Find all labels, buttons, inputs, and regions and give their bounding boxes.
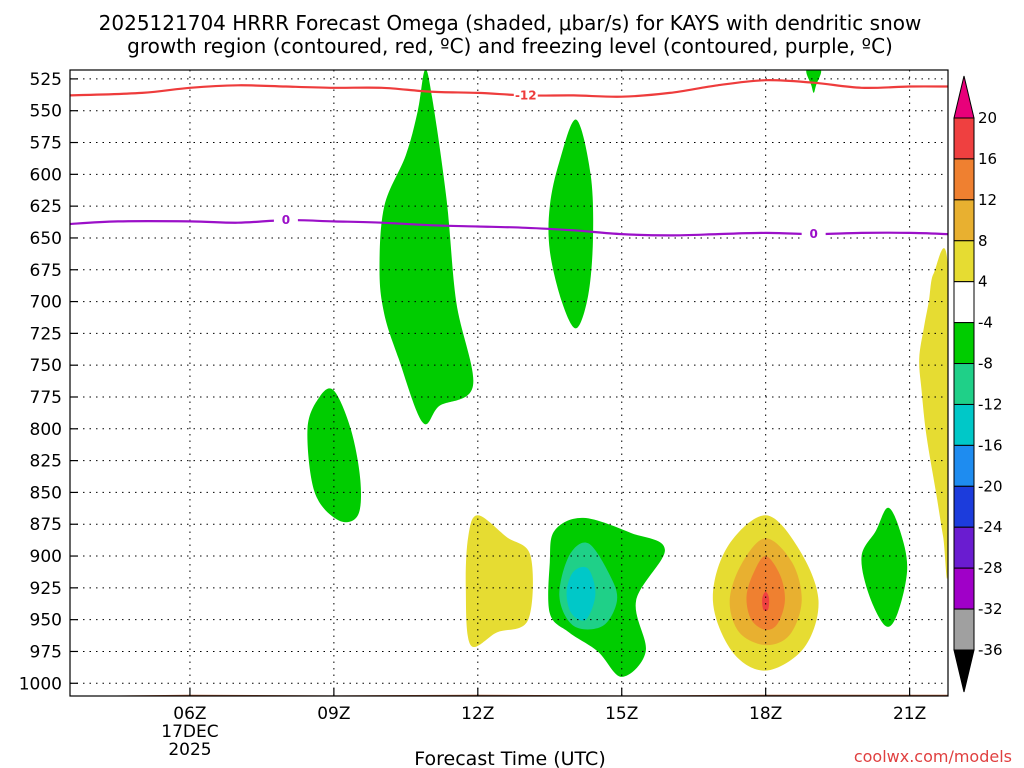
x-tick-date: 17DEC (161, 722, 218, 742)
colorbar-label-12: 12 (978, 191, 997, 209)
y-tick-label-625: 625 (30, 197, 62, 217)
colorbar-bin-16-to-20 (953, 117, 975, 160)
y-tick-label-925: 925 (30, 579, 62, 599)
colorbar-bin--32-to--28 (953, 567, 975, 610)
colorbar-label--16: -16 (978, 436, 1003, 454)
omega-regions (307, 70, 948, 677)
colorbar-bin--36-to--32 (953, 608, 975, 651)
dgz-contour-label-bg (513, 88, 538, 103)
colorbar-bin--28-to--24 (953, 526, 975, 569)
y-tick-label-675: 675 (30, 261, 62, 281)
colorbar-bin--12-to--8 (953, 363, 975, 405)
freezing-level-label-2: 0 (809, 227, 817, 241)
chart-title-line1: 2025121704 HRRR Forecast Omega (shaded, … (99, 11, 922, 35)
y-tick-label-825: 825 (30, 452, 62, 472)
omega-region-red-core-18z (762, 591, 770, 611)
colorbar: 20 16 12 8 4 -4 -8 -12 -16 -20 -24 -28 -32 -36 (953, 75, 1003, 693)
colorbar-label--24: -24 (978, 518, 1003, 536)
contour-lines: -12 0 0 (70, 79, 948, 242)
omega-region-green-drip-19z (806, 70, 822, 93)
colorbar-label--32: -32 (978, 600, 1003, 618)
y-tick-label-850: 850 (30, 483, 62, 503)
colorbar-label--28: -28 (978, 559, 1003, 577)
plot-frame (69, 69, 949, 697)
colorbar-label-20: 20 (978, 109, 997, 127)
colorbar-bin--20-to--16 (953, 444, 975, 487)
y-tick-label-525: 525 (30, 70, 62, 90)
y-tick-label-800: 800 (30, 420, 62, 440)
credit-link[interactable]: coolwx.com/models (854, 747, 1012, 766)
colorbar-label-8: 8 (978, 232, 988, 250)
x-tick-label-09Z: 09Z (317, 704, 350, 724)
colorbar-label--20: -20 (978, 477, 1003, 495)
chart-title-line2: growth region (contoured, red, ºC) and f… (127, 34, 893, 58)
y-tick-label-550: 550 (30, 102, 62, 122)
colorbar-bin--4-to-4 (953, 281, 975, 324)
colorbar-bin--24-to--20 (953, 485, 975, 528)
y-tick-label-650: 650 (30, 229, 62, 249)
colorbar-bin--8-to--4 (953, 322, 975, 365)
x-tick-label-21Z: 21Z (893, 704, 926, 724)
y-tick-label-775: 775 (30, 388, 62, 408)
dgz-contour-label: -12 (515, 88, 537, 102)
y-tick-label-875: 875 (30, 515, 62, 535)
plot-area: -12 0 0 (69, 69, 949, 697)
colorbar-label-4: 4 (978, 273, 988, 291)
omega-region-green-column-10z (379, 70, 474, 425)
colorbar-bin-12-to-16 (953, 158, 975, 201)
omega-region-green-blob-21z (861, 507, 908, 627)
x-tick-label-12Z: 12Z (461, 704, 494, 724)
freezing-level-label-1-bg (273, 213, 298, 228)
omega-region-yellow-edge-22z (919, 248, 948, 579)
omega-region-green-blob-09z (307, 388, 362, 523)
x-axis-title: Forecast Time (UTC) (414, 748, 605, 768)
y-tick-label-900: 900 (30, 547, 62, 567)
y-tick-label-700: 700 (30, 293, 62, 313)
colorbar-bottom-triangle (953, 649, 975, 693)
colorbar-bin--16-to--12 (953, 403, 975, 446)
freezing-level-label-2-bg (801, 227, 826, 242)
y-tick-label-1000: 1000 (19, 674, 62, 694)
grid-lines (70, 70, 948, 696)
y-tick-label-950: 950 (30, 611, 62, 631)
x-tick-label-18Z: 18Z (749, 704, 782, 724)
colorbar-bin-8-to-12 (953, 199, 975, 242)
x-tick-label-15Z: 15Z (605, 704, 638, 724)
omega-region-yellow-blob-12z (465, 515, 533, 648)
y-tick-label-975: 975 (30, 642, 62, 662)
y-tick-label-750: 750 (30, 356, 62, 376)
colorbar-label--4: -4 (978, 314, 993, 332)
y-tick-label-575: 575 (30, 134, 62, 154)
x-tick-label-06Z: 06Z (173, 704, 206, 724)
y-tick-label-725: 725 (30, 324, 62, 344)
pressure-axis: 525 550 575 600 625 650 675 700 725 750 775 800 825 8… (19, 70, 78, 694)
freezing-level-label-1: 0 (282, 213, 290, 227)
omega-region-cyan-core-15z (566, 566, 596, 621)
colorbar-label--12: -12 (978, 395, 1003, 413)
omega-region-green-column-14z (548, 119, 594, 329)
colorbar-label-16: 16 (978, 150, 997, 168)
colorbar-label--8: -8 (978, 355, 993, 373)
x-tick-year: 2025 (168, 740, 211, 760)
colorbar-bin-4-to-8 (953, 240, 975, 283)
y-tick-label-600: 600 (30, 165, 62, 185)
colorbar-label--36: -36 (978, 641, 1003, 659)
colorbar-top-triangle (953, 75, 975, 119)
